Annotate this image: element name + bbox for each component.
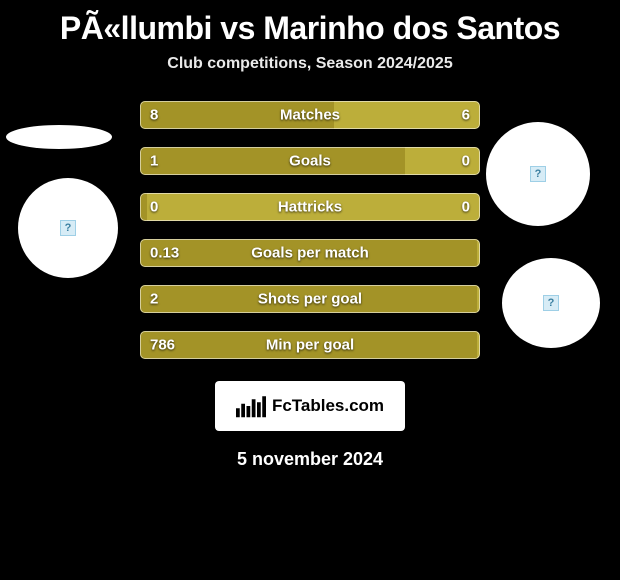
decor-circle-left: ?: [18, 178, 118, 278]
page-title: PÃ«llumbi vs Marinho dos Santos: [0, 0, 620, 51]
stat-bar-matches: 8 6 Matches: [140, 101, 480, 129]
comparison-bars: 8 6 Matches 1 0 Goals 0 0 Hattricks 0.13 Goals per…: [140, 101, 480, 359]
bar-label: Goals per match: [251, 245, 369, 262]
bar-left-value: 2: [150, 291, 158, 308]
decor-ellipse-left: [6, 125, 112, 149]
bar-label: Hattricks: [278, 199, 342, 216]
bar-right-value: 6: [462, 107, 470, 124]
logo-text: FcTables.com: [272, 396, 384, 416]
bar-label: Min per goal: [266, 337, 354, 354]
stat-bar-hattricks: 0 0 Hattricks: [140, 193, 480, 221]
bar-label: Matches: [280, 107, 340, 124]
fctables-logo: FcTables.com: [215, 381, 405, 431]
bar-right-value: 0: [462, 199, 470, 216]
bar-left-value: 0: [150, 199, 158, 216]
bar-left-value: 0.13: [150, 245, 179, 262]
placeholder-icon: ?: [60, 220, 76, 236]
bar-label: Goals: [289, 153, 331, 170]
bar-left-value: 1: [150, 153, 158, 170]
stat-bar-goals: 1 0 Goals: [140, 147, 480, 175]
placeholder-icon: ?: [543, 295, 559, 311]
stat-bar-shots-per-goal: 2 Shots per goal: [140, 285, 480, 313]
logo-bars-icon: [236, 394, 266, 418]
decor-circle-right-bot: ?: [502, 258, 600, 348]
bar-right-value: 0: [462, 153, 470, 170]
bar-fill: [140, 147, 405, 175]
page-subtitle: Club competitions, Season 2024/2025: [0, 51, 620, 101]
stat-bar-min-per-goal: 786 Min per goal: [140, 331, 480, 359]
bar-left-value: 8: [150, 107, 158, 124]
decor-circle-right-top: ?: [486, 122, 590, 226]
infographic-date: 5 november 2024: [0, 449, 620, 470]
bar-label: Shots per goal: [258, 291, 362, 308]
placeholder-icon: ?: [530, 166, 546, 182]
stat-bar-goals-per-match: 0.13 Goals per match: [140, 239, 480, 267]
bar-left-value: 786: [150, 337, 175, 354]
bar-fill: [140, 193, 147, 221]
